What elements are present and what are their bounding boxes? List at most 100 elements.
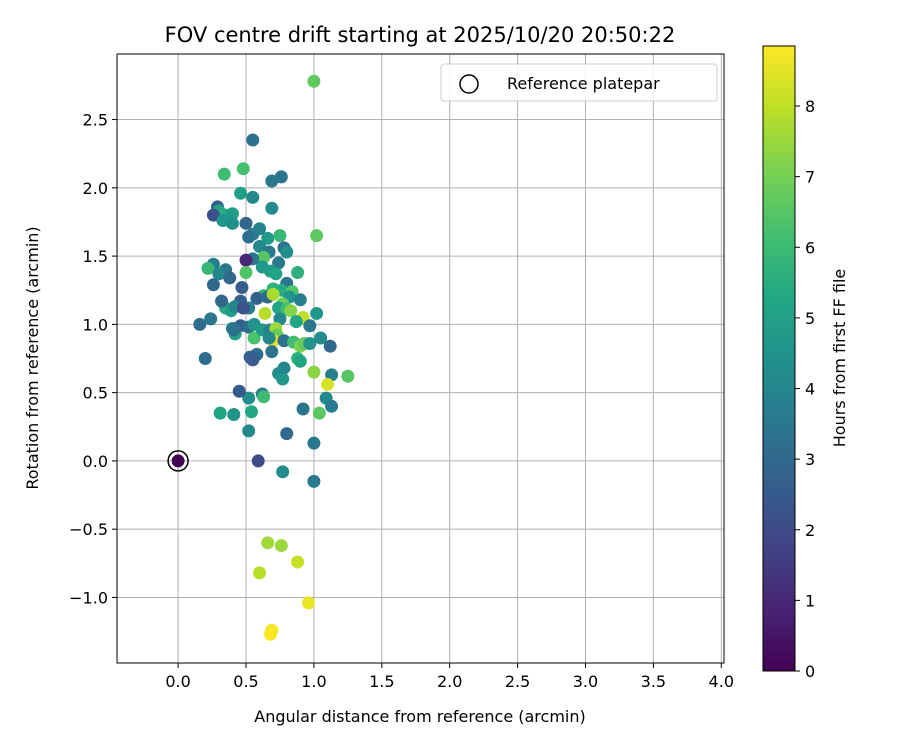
data-point [257, 250, 271, 264]
y-tick-label: −1.0 [69, 588, 108, 607]
data-point [236, 162, 250, 176]
data-point [206, 278, 220, 292]
axes-frame [116, 53, 725, 664]
reference-point [171, 454, 185, 468]
data-point [307, 365, 321, 379]
colorbar-tick-label: 0 [805, 662, 815, 681]
data-point [236, 301, 250, 315]
data-point [246, 133, 260, 147]
data-point [280, 245, 294, 259]
data-point [289, 315, 303, 329]
data-point [310, 306, 324, 320]
data-point [247, 331, 261, 345]
data-point [239, 253, 253, 267]
data-point [213, 406, 227, 420]
data-point [261, 231, 275, 245]
data-point [239, 216, 253, 230]
data-point [291, 555, 305, 569]
data-point [239, 265, 253, 279]
data-point [217, 167, 231, 181]
data-point [201, 261, 215, 275]
data-point [265, 201, 279, 215]
data-point [225, 216, 239, 230]
chart-title: FOV centre drift starting at 2025/10/20 … [165, 23, 676, 47]
colorbar-tick-label: 1 [805, 591, 815, 610]
data-point [276, 372, 290, 386]
data-point [323, 339, 337, 353]
plot-area: 0.0 0.5 1.0 1.5 2.0 2.5 3.0 3.5 4.0 −1.0−0.50.00… [69, 53, 734, 691]
y-tick-label: 2.0 [83, 179, 108, 198]
data-point [269, 267, 283, 281]
x-axis-label: Angular distance from reference (arcmin) [254, 707, 585, 726]
x-tick-label: 1.5 [369, 672, 394, 691]
data-point [325, 399, 339, 413]
data-point [198, 352, 212, 365]
y-tick-label: 1.5 [83, 247, 108, 266]
colorbar-tick-label: 4 [805, 380, 815, 399]
data-point [253, 240, 267, 254]
data-point [212, 267, 226, 281]
data-point [312, 406, 326, 420]
data-point [291, 265, 305, 279]
x-tick-label: 0.0 [165, 672, 190, 691]
data-point [266, 287, 280, 301]
data-point [296, 402, 310, 416]
data-point [242, 391, 256, 405]
y-tick-label: 0.0 [83, 452, 108, 471]
data-point [284, 304, 298, 318]
data-point [303, 336, 317, 350]
data-point [227, 323, 241, 337]
data-point [242, 230, 256, 244]
data-point [258, 306, 272, 320]
data-point [246, 353, 260, 367]
data-point [310, 229, 324, 243]
colorbar-tick-label: 8 [805, 97, 815, 116]
data-point [276, 465, 290, 479]
colorbar-tick-label: 6 [805, 238, 815, 257]
x-tick-label: 3.5 [641, 672, 666, 691]
data-point [262, 331, 276, 345]
data-point [250, 291, 264, 305]
reference-marker-group [167, 450, 189, 472]
data-point [293, 354, 307, 368]
x-tick-label: 3.0 [573, 672, 598, 691]
data-point [265, 345, 279, 359]
data-point [274, 539, 288, 553]
data-point [242, 424, 256, 438]
legend-reference-marker-icon [459, 74, 479, 94]
data-point [303, 319, 317, 333]
colorbar-ticks: 0 1 2 3 4 5 6 7 8 [795, 97, 815, 681]
data-point [223, 271, 237, 285]
data-point [206, 208, 220, 222]
data-point [293, 293, 307, 307]
data-point [204, 312, 218, 326]
legend: Reference platepar [440, 63, 718, 102]
grid-lines [117, 54, 724, 663]
y-tick-label: 0.5 [83, 384, 108, 403]
colorbar-tick-label: 5 [805, 309, 815, 328]
data-point [273, 229, 287, 243]
data-point [263, 627, 277, 641]
data-point [244, 405, 258, 419]
data-point [314, 331, 328, 345]
y-tick-label: 2.5 [83, 111, 108, 130]
data-point [257, 390, 271, 404]
colorbar-label: Hours from first FF file [830, 269, 849, 448]
colorbar-gradient [762, 45, 796, 672]
data-points [193, 74, 355, 641]
x-tick-label: 1.0 [301, 672, 326, 691]
legend-entry-reference: Reference platepar [507, 74, 660, 93]
x-tick-label: 0.5 [233, 672, 258, 691]
colorbar: 0 1 2 3 4 5 6 7 8 Hours from first FF file [762, 45, 849, 681]
data-point [215, 294, 229, 308]
data-point [251, 454, 265, 468]
data-point [235, 280, 249, 294]
colorbar-tick-label: 2 [805, 521, 815, 540]
data-point [320, 377, 334, 391]
data-point [280, 427, 294, 441]
colorbar-tick-label: 3 [805, 450, 815, 469]
x-axis-ticks: 0.0 0.5 1.0 1.5 2.0 2.5 3.0 3.5 4.0 [165, 663, 734, 691]
data-point [261, 536, 275, 550]
data-point [227, 407, 241, 421]
data-point [193, 317, 207, 331]
